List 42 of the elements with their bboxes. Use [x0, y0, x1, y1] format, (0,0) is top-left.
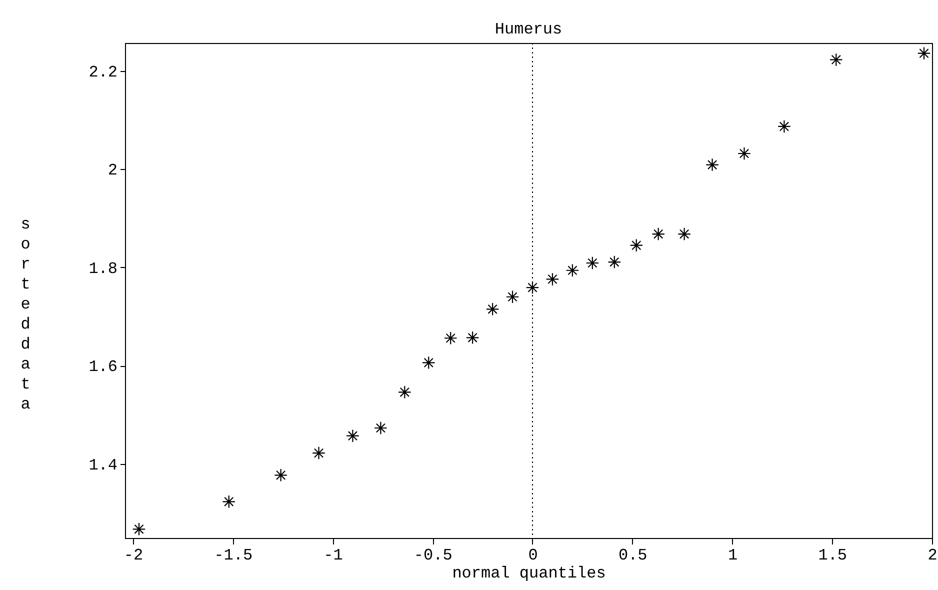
y-tick-label: 1.4: [88, 456, 118, 474]
x-tick-label: 0.5: [618, 546, 648, 564]
y-tick-label: 2.2: [88, 63, 118, 82]
x-tick-label: 2: [928, 546, 938, 564]
x-tick-label: -1: [324, 546, 343, 564]
point: [274, 468, 288, 482]
x-axis-title: normal quantiles: [452, 564, 606, 582]
point: [652, 227, 666, 241]
point: [374, 421, 388, 435]
point: [706, 158, 719, 172]
point: [630, 238, 644, 252]
point: [566, 264, 580, 278]
point: [586, 256, 600, 270]
point: [546, 272, 560, 286]
point: [486, 302, 500, 316]
y-tick-label: 2: [108, 162, 118, 180]
y-tick-label: 1.8: [88, 260, 118, 278]
point: [829, 53, 843, 66]
x-tick-label: 1.5: [818, 546, 848, 564]
point: [422, 356, 436, 370]
point: [444, 331, 458, 345]
point: [678, 227, 691, 241]
x-tick-label: -2: [124, 546, 144, 564]
x-tick-label: 0: [528, 546, 538, 564]
x-tick-label: -0.5: [414, 546, 452, 564]
point: [738, 146, 751, 160]
point: [608, 255, 622, 269]
point: [132, 522, 146, 536]
point: [312, 446, 326, 460]
point: [778, 120, 791, 134]
point: [506, 290, 520, 304]
y-tick-label: 1.6: [88, 358, 118, 376]
x-tick-label: -1.5: [214, 546, 253, 564]
point: [917, 46, 931, 60]
point: [398, 385, 412, 399]
x-tick-label: 1: [728, 546, 738, 564]
point: [526, 280, 540, 294]
text: sorted data: [20, 216, 30, 414]
chart-title: Humerus: [494, 20, 562, 38]
point: [222, 494, 236, 508]
point: [346, 429, 360, 443]
point: [466, 330, 480, 344]
